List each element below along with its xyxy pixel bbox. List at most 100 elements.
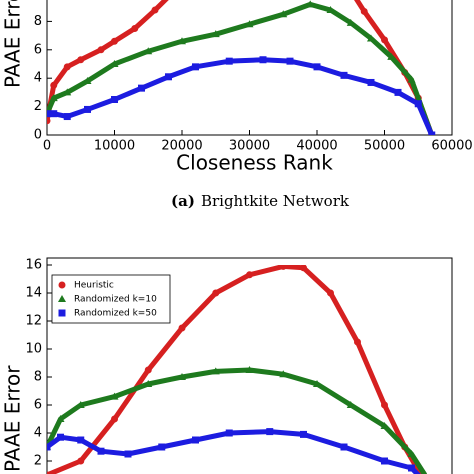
x-tick-label: 0 xyxy=(43,139,51,154)
y-tick-label: 12 xyxy=(25,314,42,329)
marker xyxy=(178,373,186,380)
y-axis-label: PAAE Error xyxy=(1,365,25,472)
marker xyxy=(151,6,159,14)
y-tick-label: 16 xyxy=(25,258,42,273)
marker xyxy=(407,450,416,457)
y-tick-label: 0 xyxy=(34,128,42,143)
marker xyxy=(414,100,422,108)
y-tick-label: 2 xyxy=(34,454,42,469)
marker xyxy=(313,380,321,387)
legend-label: Randomized k=10 xyxy=(74,295,157,305)
marker xyxy=(279,10,288,18)
marker xyxy=(212,289,220,297)
marker xyxy=(279,265,287,270)
marker xyxy=(327,289,334,297)
marker xyxy=(50,81,58,89)
marker xyxy=(407,75,416,83)
marker xyxy=(58,295,66,302)
marker xyxy=(57,433,64,441)
caption-text: Brightkite Network xyxy=(201,192,350,210)
x-axis-label: Closeness Rank xyxy=(176,151,333,175)
marker xyxy=(192,436,199,444)
x-tick-label: 20000 xyxy=(161,139,202,154)
marker xyxy=(63,113,71,121)
marker xyxy=(211,30,220,38)
marker xyxy=(77,457,85,465)
marker xyxy=(47,117,51,125)
marker xyxy=(84,105,91,113)
marker xyxy=(245,366,254,373)
marker xyxy=(178,37,186,45)
marker xyxy=(63,88,72,96)
marker xyxy=(300,265,307,272)
marker xyxy=(360,7,368,15)
marker xyxy=(111,96,118,103)
marker xyxy=(49,94,58,102)
marker xyxy=(47,471,51,474)
marker xyxy=(97,46,105,54)
y-tick-label: 6 xyxy=(34,42,42,57)
y-tick-label: 10 xyxy=(25,342,42,357)
marker xyxy=(340,443,348,451)
line xyxy=(47,367,428,474)
line xyxy=(47,265,424,474)
marker xyxy=(225,57,233,65)
y-tick-label: 8 xyxy=(34,370,42,385)
marker xyxy=(131,25,139,32)
x-tick-label: 30000 xyxy=(229,139,270,154)
x-tick-label: 10000 xyxy=(94,139,135,154)
marker xyxy=(97,447,105,455)
marker xyxy=(245,20,254,28)
marker xyxy=(110,392,119,400)
marker xyxy=(428,131,436,135)
marker xyxy=(340,71,348,79)
marker xyxy=(313,63,321,71)
marker xyxy=(110,60,119,67)
y-tick-label: 6 xyxy=(34,398,42,413)
marker xyxy=(76,401,85,408)
marker xyxy=(111,415,118,423)
y-tick-label: 8 xyxy=(34,14,42,29)
marker xyxy=(225,429,233,437)
marker xyxy=(58,281,66,289)
legend-box xyxy=(51,274,171,324)
marker xyxy=(346,18,355,26)
marker xyxy=(111,37,118,45)
marker xyxy=(77,56,85,64)
marker xyxy=(380,422,389,429)
marker xyxy=(144,380,153,387)
marker xyxy=(346,401,355,408)
marker xyxy=(211,367,220,375)
caption-label: (a) xyxy=(171,192,195,210)
marker xyxy=(50,110,58,118)
marker xyxy=(367,34,375,42)
marker xyxy=(423,471,427,474)
marker xyxy=(56,415,65,422)
y-tick-label: 4 xyxy=(34,426,42,441)
marker xyxy=(144,47,153,55)
marker xyxy=(192,63,199,71)
marker xyxy=(354,338,361,346)
legend-label: Heuristic xyxy=(74,281,114,291)
x-tick-label: 60000 xyxy=(431,139,472,154)
marker xyxy=(387,52,396,60)
marker xyxy=(124,450,132,458)
marker xyxy=(367,78,375,86)
marker xyxy=(279,370,288,378)
marker xyxy=(381,36,388,44)
x-tick-label: 40000 xyxy=(296,139,337,154)
y-axis-label: PAAE Error xyxy=(1,0,25,88)
marker xyxy=(178,324,186,332)
plot-frame xyxy=(46,257,453,474)
marker xyxy=(47,110,51,118)
x-tick-label: 50000 xyxy=(364,139,405,154)
marker xyxy=(138,84,145,92)
series-group xyxy=(47,265,428,474)
marker xyxy=(158,443,166,451)
marker xyxy=(144,366,152,374)
series-group xyxy=(47,0,436,135)
marker xyxy=(286,57,294,65)
marker xyxy=(77,436,85,444)
